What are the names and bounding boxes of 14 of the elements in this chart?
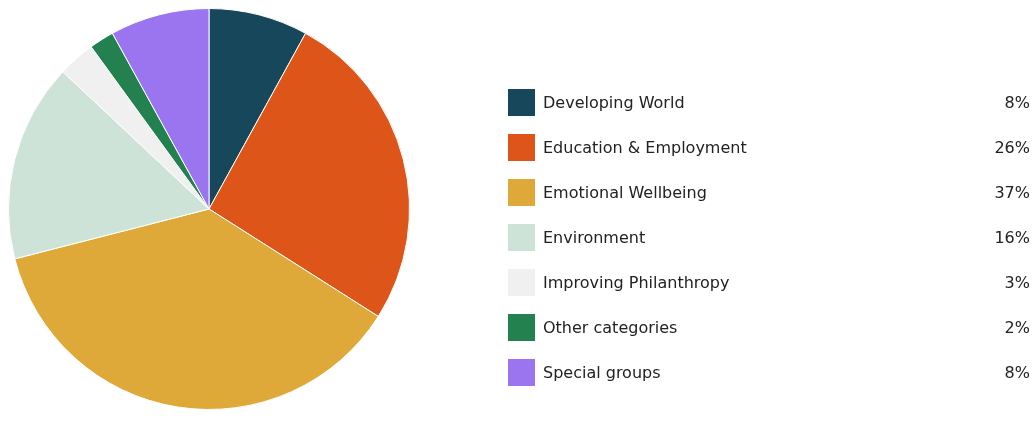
- data-label: 16%: [994, 228, 1030, 247]
- data-label: 37%: [994, 183, 1030, 202]
- legend-label: Special groups: [543, 363, 662, 382]
- data-label: 8%: [1004, 363, 1030, 382]
- data-label: 3%: [1004, 273, 1030, 292]
- legend-label: Environment: [543, 228, 647, 247]
- data-label: 2%: [1004, 318, 1030, 337]
- data-label: 26%: [994, 138, 1030, 157]
- legend-label: Education & Employment: [543, 138, 748, 157]
- legend-label: Developing World: [543, 93, 686, 112]
- legend-label: Emotional Wellbeing: [543, 183, 708, 202]
- legend-label: Improving Philanthropy: [543, 273, 731, 292]
- legend-label: Other categories: [543, 318, 679, 337]
- data-label: 8%: [1004, 93, 1030, 112]
